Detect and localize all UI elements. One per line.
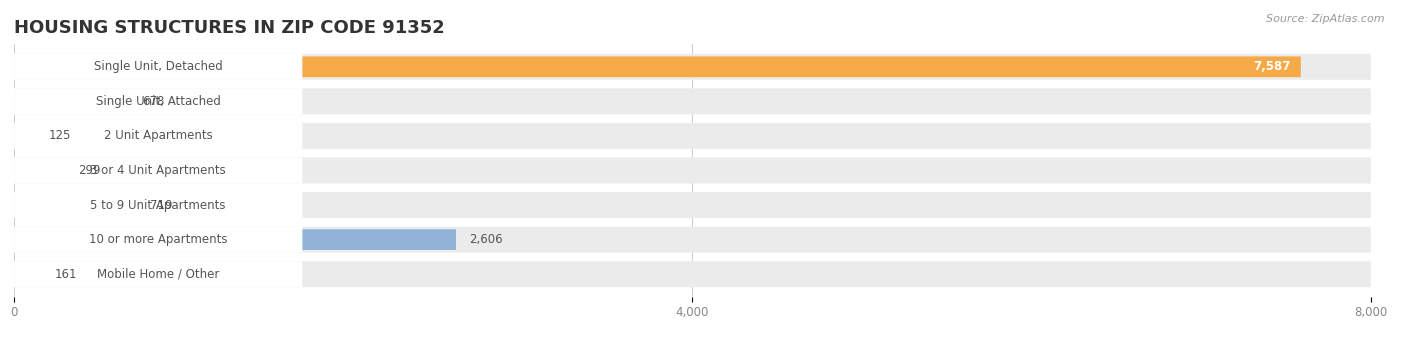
FancyBboxPatch shape xyxy=(14,88,1371,114)
Text: Mobile Home / Other: Mobile Home / Other xyxy=(97,268,219,281)
Text: 2,606: 2,606 xyxy=(470,233,503,246)
FancyBboxPatch shape xyxy=(14,195,136,216)
Text: HOUSING STRUCTURES IN ZIP CODE 91352: HOUSING STRUCTURES IN ZIP CODE 91352 xyxy=(14,19,444,37)
Text: 299: 299 xyxy=(79,164,101,177)
FancyBboxPatch shape xyxy=(14,261,1371,287)
FancyBboxPatch shape xyxy=(14,56,1301,77)
Text: 125: 125 xyxy=(49,130,72,143)
FancyBboxPatch shape xyxy=(14,261,302,287)
FancyBboxPatch shape xyxy=(14,264,41,285)
FancyBboxPatch shape xyxy=(14,54,1371,80)
FancyBboxPatch shape xyxy=(14,192,302,218)
Text: 161: 161 xyxy=(55,268,77,281)
FancyBboxPatch shape xyxy=(14,192,1371,218)
Text: 678: 678 xyxy=(142,95,165,108)
Text: Single Unit, Attached: Single Unit, Attached xyxy=(96,95,221,108)
Text: 2 Unit Apartments: 2 Unit Apartments xyxy=(104,130,212,143)
FancyBboxPatch shape xyxy=(14,227,302,253)
Text: Single Unit, Detached: Single Unit, Detached xyxy=(94,60,222,73)
Text: 7,587: 7,587 xyxy=(1253,60,1291,73)
Text: 10 or more Apartments: 10 or more Apartments xyxy=(89,233,228,246)
Text: 3 or 4 Unit Apartments: 3 or 4 Unit Apartments xyxy=(90,164,226,177)
FancyBboxPatch shape xyxy=(14,88,302,114)
FancyBboxPatch shape xyxy=(14,123,1371,149)
FancyBboxPatch shape xyxy=(14,123,302,149)
FancyBboxPatch shape xyxy=(14,125,35,146)
Text: Source: ZipAtlas.com: Source: ZipAtlas.com xyxy=(1267,14,1385,24)
FancyBboxPatch shape xyxy=(14,158,1371,183)
FancyBboxPatch shape xyxy=(14,54,302,80)
FancyBboxPatch shape xyxy=(14,158,302,183)
FancyBboxPatch shape xyxy=(14,91,129,112)
FancyBboxPatch shape xyxy=(14,160,65,181)
FancyBboxPatch shape xyxy=(14,229,456,250)
FancyBboxPatch shape xyxy=(14,227,1371,253)
Text: 5 to 9 Unit Apartments: 5 to 9 Unit Apartments xyxy=(90,198,226,211)
Text: 719: 719 xyxy=(149,198,172,211)
